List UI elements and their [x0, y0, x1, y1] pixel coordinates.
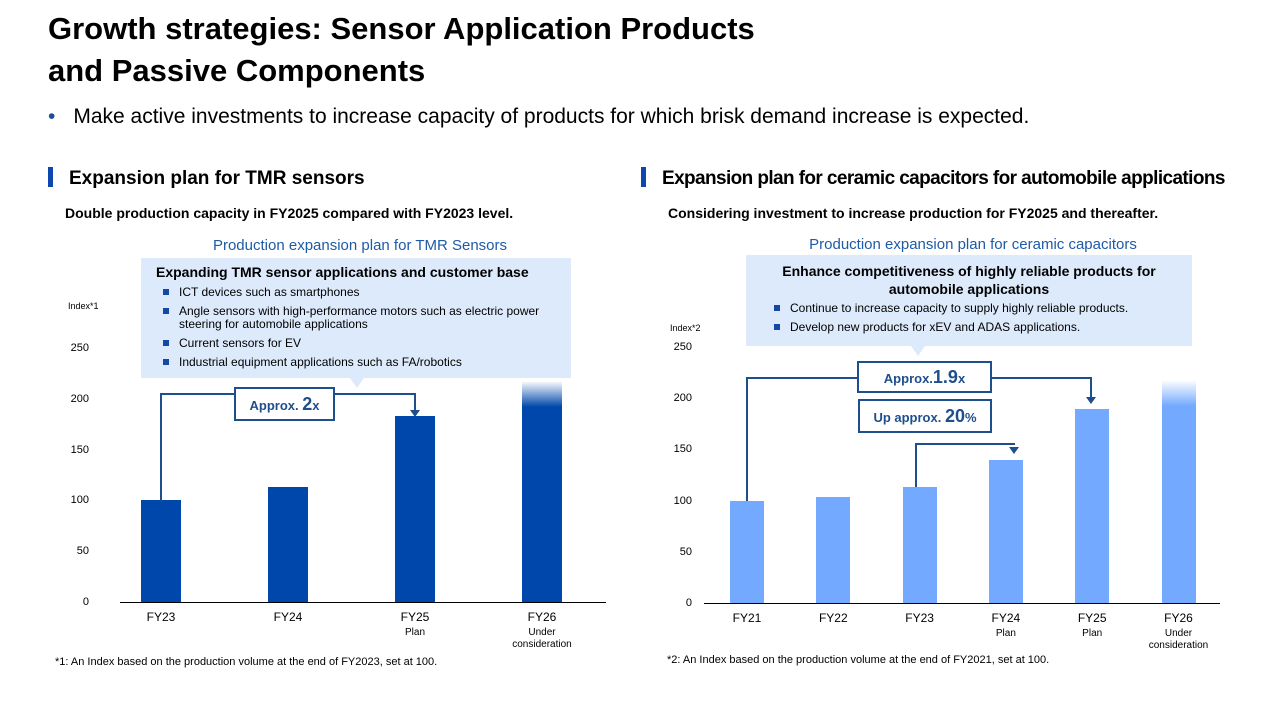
y-tick-label: 200 [673, 392, 692, 405]
x-tick-label: FY23 [146, 610, 176, 624]
right-chart-title: Production expansion plan for ceramic ca… [809, 236, 1137, 253]
left-y-axis-title: Index*1 [68, 301, 99, 311]
page-title-line1: Growth strategies: Sensor Application Pr… [48, 11, 755, 46]
bullet-icon: • [48, 105, 56, 128]
right-subtitle: Considering investment to increase produ… [668, 205, 1159, 221]
right-section-title: Expansion plan for ceramic capacitors fo… [641, 167, 1225, 191]
x-tick-label: FY22 [818, 611, 848, 625]
x-tick-label: FY23 [905, 611, 934, 625]
left-bracket-line [160, 393, 162, 501]
x-tick-label: FY24 [991, 611, 1021, 625]
bar-fy26 [1161, 379, 1196, 603]
down-arrow-icon [1086, 397, 1096, 404]
y-tick-label: 100 [70, 494, 89, 507]
list-item: Continue to increase capacity to supply … [768, 302, 1172, 315]
left-callout-pointer-icon [350, 378, 364, 388]
list-item: Current sensors for EV [157, 337, 551, 350]
page-title-line2: and Passive Components [48, 53, 426, 88]
right-bracket-line [746, 377, 748, 501]
y-tick-label: 250 [70, 342, 89, 354]
down-arrow-icon [410, 410, 420, 417]
bar-fy25 [395, 416, 435, 602]
page-title: Growth strategies: Sensor Application Pr… [48, 8, 755, 92]
right-callout: Enhance competitiveness of highly reliab… [746, 255, 1192, 346]
left-callout-list: ICT devices such as smartphones Angle se… [141, 281, 571, 369]
right-bracket-line [915, 443, 917, 487]
y-tick-label: 200 [70, 392, 89, 405]
right-footnote: *2: An Index based on the production vol… [667, 654, 1050, 666]
left-section-title-text: Expansion plan for TMR sensors [69, 168, 365, 189]
x-sublabel: Under consideration [512, 627, 572, 650]
y-tick-label: 150 [70, 443, 89, 456]
square-bullet-icon [163, 308, 169, 314]
x-tick-label: FY25 [1077, 611, 1107, 625]
square-bullet-icon [163, 359, 169, 365]
down-arrow-icon [1009, 447, 1019, 454]
key-message: • Make active investments to increase cap… [48, 104, 1029, 130]
bar-fy23 [141, 500, 181, 602]
right-section-title-text: Expansion plan for ceramic capacitors fo… [662, 168, 1225, 189]
right-growth-annotation: Approx.1.9x [857, 361, 992, 393]
left-chart-title: Production expansion plan for TMR Sensor… [212, 237, 508, 254]
bar-fy22 [816, 496, 851, 603]
list-item: Industrial equipment applications such a… [157, 356, 551, 369]
list-item: ICT devices such as smartphones [157, 286, 551, 299]
y-tick-label: 150 [673, 443, 692, 456]
bar-fy24 [268, 487, 308, 602]
right-callout-pointer-icon [911, 346, 925, 356]
bar-fy21 [730, 500, 764, 603]
right-bracket-line [1090, 377, 1092, 397]
x-tick-label: FY26 [527, 610, 557, 624]
right-callout-title: Enhance competitiveness of highly reliab… [782, 263, 1156, 297]
left-growth-annotation: Approx. 2x [234, 387, 335, 421]
y-tick-label: 50 [76, 545, 89, 558]
left-footnote: *1: An Index based on the production vol… [55, 656, 438, 668]
square-bullet-icon [774, 305, 780, 311]
bar-fy25 [1075, 409, 1110, 603]
x-sublabel: Plan [995, 628, 1016, 639]
square-bullet-icon [163, 340, 169, 346]
x-sublabel: Plan [1082, 628, 1103, 639]
y-tick-label: 100 [673, 494, 692, 507]
bar-fy23 [902, 487, 937, 603]
list-item: Angle sensors with high-performance moto… [157, 305, 551, 331]
key-message-text: Make active investments to increase capa… [73, 105, 1030, 128]
left-callout-title: Expanding TMR sensor applications and cu… [156, 264, 529, 280]
x-sublabel: Under consideration [1148, 628, 1209, 651]
right-increase-annotation: Up approx. 20% [858, 399, 992, 433]
y-tick-label: 0 [685, 597, 692, 609]
right-x-axis [704, 603, 1220, 604]
square-bullet-icon [774, 324, 780, 330]
section-marker-icon [641, 167, 646, 187]
left-callout: Expanding TMR sensor applications and cu… [141, 258, 571, 378]
left-subtitle: Double production capacity in FY2025 com… [65, 205, 514, 221]
right-y-axis-title: Index*2 [670, 323, 701, 333]
section-marker-icon [48, 167, 53, 187]
bar-fy26 [522, 380, 562, 602]
x-sublabel: Plan [404, 627, 425, 638]
x-tick-label: FY24 [273, 610, 303, 624]
right-callout-list: Continue to increase capacity to supply … [746, 298, 1192, 334]
left-bracket-line [414, 393, 416, 410]
y-tick-label: 50 [679, 545, 692, 558]
list-item: Develop new products for xEV and ADAS ap… [768, 321, 1172, 334]
y-tick-label: 0 [82, 596, 89, 608]
x-tick-label: FY21 [732, 611, 762, 625]
x-tick-label: FY26 [1164, 611, 1193, 625]
left-section-title: Expansion plan for TMR sensors [48, 167, 365, 191]
x-tick-label: FY25 [400, 610, 430, 624]
bar-fy24 [988, 459, 1023, 603]
y-tick-label: 250 [673, 341, 692, 353]
left-x-axis [120, 602, 606, 603]
right-bracket-line [915, 443, 1015, 445]
square-bullet-icon [163, 289, 169, 295]
